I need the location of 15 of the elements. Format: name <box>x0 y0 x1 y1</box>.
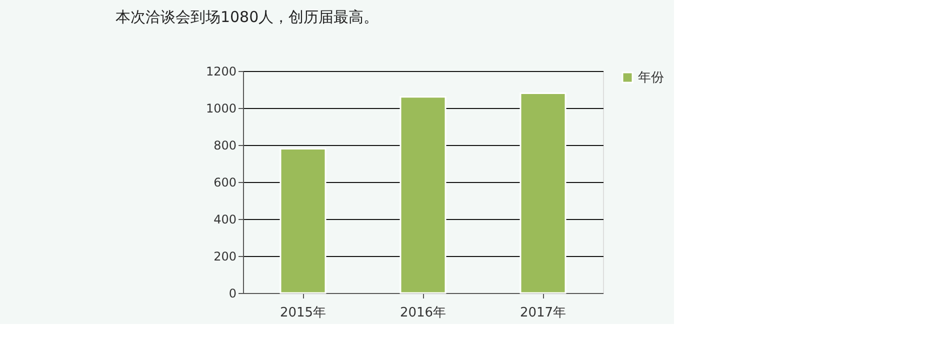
bar <box>280 148 326 294</box>
chart-title: 本次洽谈会到场1080人，创历届最高。 <box>115 8 379 26</box>
bar <box>520 92 566 294</box>
y-tick-label: 200 <box>214 250 236 264</box>
y-tick-label: 600 <box>214 176 236 190</box>
y-tick-label: 0 <box>228 286 236 300</box>
y-tick-label: 800 <box>214 138 236 152</box>
bar <box>400 96 446 294</box>
x-tick-label: 2016年 <box>400 306 446 320</box>
legend-label: 年份 <box>638 70 664 86</box>
x-tick-label: 2017年 <box>520 306 566 320</box>
y-tick-label: 400 <box>214 212 236 226</box>
y-tick-label: 1200 <box>206 64 236 78</box>
x-tick-label: 2015年 <box>280 306 326 320</box>
y-tick-label: 1000 <box>206 102 236 116</box>
